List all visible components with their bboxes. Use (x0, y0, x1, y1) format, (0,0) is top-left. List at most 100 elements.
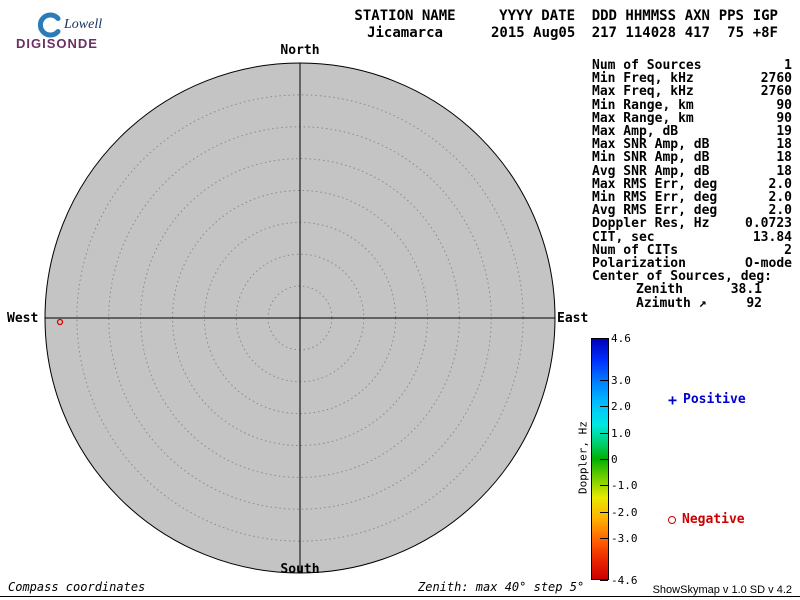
param-value: 2.0 (768, 176, 792, 192)
plus-marker-icon: + (668, 390, 678, 409)
param-row: Doppler Res, Hz 0.0723 (592, 217, 792, 230)
header-col-date: YYYY DATE 2015 Aug05 (491, 8, 575, 42)
header-label: DDD (591, 8, 617, 24)
tick-label: 2.0 (611, 400, 631, 413)
header-col-axn: AXN 417 (684, 8, 710, 42)
param-value: 19 (776, 124, 792, 140)
param-label: Avg RMS Err, deg (592, 203, 718, 219)
param-value: 18 (776, 137, 792, 153)
param-value: 90 (776, 110, 792, 126)
logo-brand-text: Lowell (64, 17, 103, 32)
skymap-plot (44, 62, 556, 574)
tick-mark (600, 380, 608, 381)
tick-label: -3.0 (611, 532, 638, 545)
param-value: 18 (776, 163, 792, 179)
param-value: 1 (784, 58, 792, 73)
param-row: Max SNR Amp, dB 18 (592, 138, 792, 151)
tick-label: 4.6 (611, 332, 631, 345)
param-row: Min RMS Err, deg 2.0 (592, 191, 792, 204)
header-value: +8F (752, 25, 778, 41)
colorbar-tick: -2.0 (600, 506, 638, 519)
param-value: 13.84 (752, 229, 792, 245)
colorbar-tick: -3.0 (600, 532, 638, 545)
param-row: Polarization O-mode (592, 257, 792, 270)
tick-mark (600, 512, 608, 513)
colorbar-tick: 0 (600, 453, 618, 466)
colorbar-tick: -4.6 (600, 574, 638, 587)
compass-label-south: South (280, 562, 320, 577)
param-label: Zenith (636, 282, 683, 298)
colorbar-tick: 1.0 (600, 427, 631, 440)
param-label: Polarization (592, 256, 686, 272)
header-value: 217 (591, 25, 617, 41)
legend-positive: + Positive (668, 392, 746, 407)
parameter-panel: Num of Sources 1 Min Freq, kHz 2760 Max Fr… (592, 59, 792, 310)
tick-mark (600, 406, 608, 407)
digisonde-swoosh-icon (37, 12, 61, 38)
header-label: PPS (718, 8, 744, 24)
lowell-digisonde-logo: Lowell DIGISONDE (8, 6, 128, 51)
param-value: 18 (776, 150, 792, 166)
param-label: Min RMS Err, deg (592, 190, 718, 206)
header-col-station: STATION NAME Jicamarca (353, 8, 457, 42)
header-value: 114028 (625, 25, 676, 41)
compass-label-west: West (7, 311, 39, 326)
param-value: 2.0 (768, 203, 792, 219)
logo-product-text: DIGISONDE (16, 36, 98, 51)
tick-label: 0 (611, 453, 618, 466)
coordinate-system-note: Compass coordinates (8, 580, 146, 594)
tick-label: -4.6 (611, 574, 638, 587)
param-row: Min SNR Amp, dB 18 (592, 151, 792, 164)
param-label: Doppler Res, Hz (592, 216, 710, 232)
tick-label: -1.0 (611, 479, 638, 492)
param-value: 90 (776, 97, 792, 113)
param-label: Azimuth ↗ (636, 295, 707, 311)
param-row-section: Center of Sources, deg: (592, 270, 792, 283)
param-label: CIT, sec (592, 229, 655, 245)
param-label: Max Amp, dB (592, 124, 679, 140)
header-label: YYYY DATE (499, 8, 575, 24)
param-label: Center of Sources, deg: (592, 269, 773, 285)
header-value: 75 (727, 25, 744, 41)
bottom-border-line (0, 596, 800, 597)
legend-negative: Negative (668, 512, 745, 527)
header-col-ddd: DDD 217 (591, 8, 617, 42)
tick-mark (600, 538, 608, 539)
param-value: O-mode (745, 256, 792, 272)
param-value: 0.0723 (745, 216, 792, 232)
param-row: Avg SNR Amp, dB 18 (592, 163, 792, 179)
colorbar-tick: 2.0 (600, 400, 631, 413)
doppler-colorbar-label: Doppler, Hz (576, 421, 590, 494)
tick-label: 1.0 (611, 427, 631, 440)
param-label: Num of Sources (592, 58, 702, 73)
param-row: Num of Sources 1 (592, 59, 792, 72)
header-label: AXN (684, 8, 710, 24)
param-label: Max Freq, kHz (592, 84, 694, 100)
header-value: Jicamarca (367, 25, 443, 41)
param-row: Max Amp, dB 19 (592, 125, 792, 138)
station-header: STATION NAME Jicamarca YYYY DATE 2015 Au… (353, 8, 778, 42)
param-label: Min Freq, kHz (592, 71, 694, 87)
param-row: CIT, sec 13.84 (592, 229, 792, 245)
colorbar-tick: 3.0 (600, 374, 631, 387)
header-label: IGP (752, 8, 778, 24)
compass-label-east: East (557, 311, 589, 326)
param-value: 2 (784, 242, 792, 258)
tick-mark (600, 338, 608, 339)
header-label: HHMMSS (625, 8, 676, 24)
param-label: Min Range, km (592, 97, 694, 113)
header-col-hhmmss: HHMMSS 114028 (625, 8, 676, 42)
legend-positive-label: Positive (683, 392, 746, 407)
negative-source-point (56, 318, 64, 326)
param-row: Max Freq, kHz 2760 (592, 85, 792, 98)
circle-marker-icon (668, 515, 676, 524)
tick-label: 3.0 (611, 374, 631, 387)
version-text: ShowSkymap v 1.0 SD v 4.2 (652, 584, 792, 596)
param-row: Num of CITs 2 (592, 244, 792, 257)
tick-mark (600, 459, 608, 460)
tick-mark (600, 433, 608, 434)
param-row: Min Freq, kHz 2760 (592, 72, 792, 85)
tick-label: -2.0 (611, 506, 638, 519)
param-row: Avg RMS Err, deg 2.0 (592, 204, 792, 217)
param-value: 2.0 (768, 190, 792, 206)
